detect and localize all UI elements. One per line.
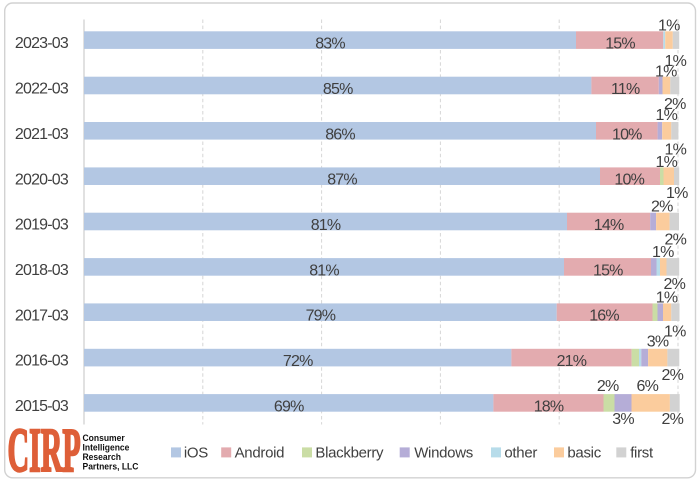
- svg-text:10%: 10%: [614, 172, 644, 189]
- svg-text:2017-03: 2017-03: [15, 307, 69, 324]
- svg-text:Research: Research: [83, 452, 121, 463]
- svg-text:1%: 1%: [655, 63, 677, 80]
- svg-text:15%: 15%: [605, 36, 635, 53]
- svg-text:2%: 2%: [664, 232, 686, 249]
- svg-text:3%: 3%: [647, 334, 669, 351]
- svg-text:10%: 10%: [612, 126, 642, 143]
- svg-text:CIRP: CIRP: [8, 415, 81, 483]
- svg-text:2022-03: 2022-03: [15, 81, 69, 98]
- svg-text:1%: 1%: [664, 324, 686, 341]
- svg-text:15%: 15%: [593, 262, 623, 279]
- svg-text:Blackberry: Blackberry: [315, 444, 384, 461]
- svg-text:81%: 81%: [311, 217, 341, 234]
- svg-text:72%: 72%: [283, 353, 313, 370]
- svg-text:79%: 79%: [306, 308, 336, 325]
- svg-text:1%: 1%: [658, 17, 680, 34]
- svg-text:2023-03: 2023-03: [15, 35, 69, 52]
- svg-text:16%: 16%: [589, 308, 619, 325]
- svg-text:2018-03: 2018-03: [15, 262, 69, 279]
- svg-text:69%: 69%: [274, 398, 304, 415]
- svg-text:1%: 1%: [655, 154, 677, 171]
- svg-text:Consumer: Consumer: [83, 432, 126, 443]
- svg-text:2%: 2%: [597, 378, 619, 395]
- svg-text:1%: 1%: [656, 289, 678, 306]
- svg-text:other: other: [504, 444, 537, 461]
- svg-text:3%: 3%: [612, 411, 634, 428]
- svg-text:81%: 81%: [309, 262, 339, 279]
- svg-text:2015-03: 2015-03: [15, 398, 69, 415]
- svg-text:87%: 87%: [327, 172, 357, 189]
- svg-text:1%: 1%: [652, 244, 674, 261]
- svg-text:2%: 2%: [663, 276, 685, 293]
- svg-text:1%: 1%: [666, 185, 688, 202]
- svg-text:1%: 1%: [664, 141, 686, 158]
- svg-text:2021-03: 2021-03: [15, 126, 69, 143]
- svg-text:14%: 14%: [594, 217, 624, 234]
- svg-text:Intelligence: Intelligence: [83, 442, 130, 453]
- svg-text:first: first: [630, 444, 654, 461]
- svg-text:Partners, LLC: Partners, LLC: [83, 461, 139, 472]
- svg-text:2%: 2%: [664, 96, 686, 113]
- svg-text:2019-03: 2019-03: [15, 217, 69, 234]
- svg-text:21%: 21%: [557, 353, 587, 370]
- svg-text:2%: 2%: [661, 367, 683, 384]
- svg-text:1%: 1%: [664, 53, 686, 70]
- svg-text:85%: 85%: [323, 81, 353, 98]
- svg-text:2016-03: 2016-03: [15, 353, 69, 370]
- svg-text:18%: 18%: [534, 398, 564, 415]
- svg-text:83%: 83%: [315, 36, 345, 53]
- svg-text:2020-03: 2020-03: [15, 171, 69, 188]
- svg-text:1%: 1%: [655, 107, 677, 124]
- svg-text:86%: 86%: [325, 126, 355, 143]
- svg-text:iOS: iOS: [184, 444, 208, 461]
- svg-text:2%: 2%: [651, 199, 673, 216]
- svg-text:Windows: Windows: [414, 444, 473, 461]
- svg-text:basic: basic: [567, 444, 601, 461]
- svg-text:Android: Android: [235, 444, 285, 461]
- svg-text:6%: 6%: [636, 378, 658, 395]
- svg-text:11%: 11%: [611, 81, 640, 98]
- svg-text:2%: 2%: [661, 411, 683, 428]
